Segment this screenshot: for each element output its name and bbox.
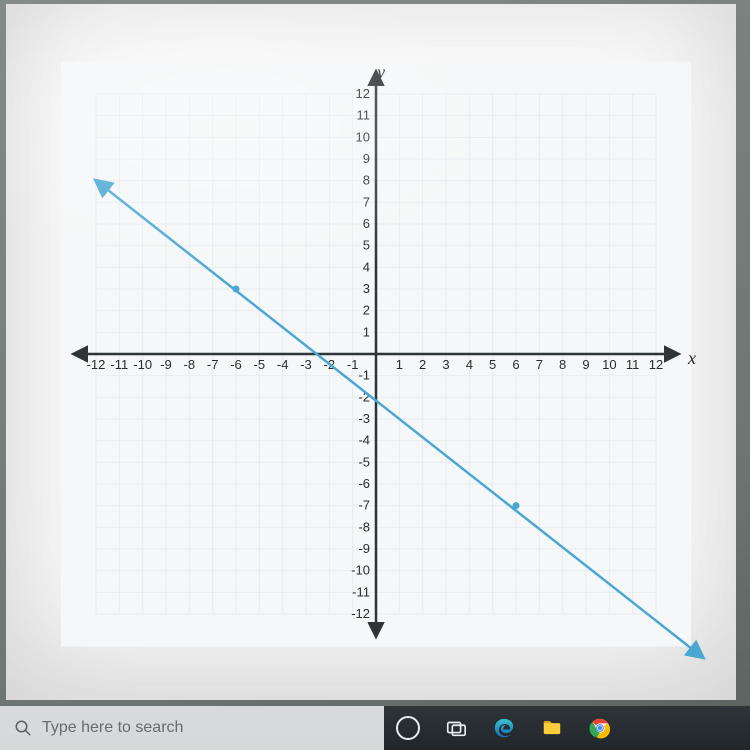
svg-text:-3: -3 [358,411,370,426]
svg-text:8: 8 [363,173,370,188]
search-placeholder-text: Type here to search [42,719,183,737]
svg-text:-9: -9 [358,541,370,556]
svg-text:7: 7 [363,194,370,209]
svg-text:-10: -10 [351,563,370,578]
svg-text:6: 6 [363,216,370,231]
monitor-frame: y x -12-11-10-9-8-7-6-5-4-3-2-1123456789… [0,0,750,750]
svg-text:10: 10 [356,129,370,144]
edge-button[interactable] [480,706,528,750]
svg-text:9: 9 [582,357,589,372]
svg-text:-7: -7 [358,498,370,513]
svg-text:-1: -1 [358,368,370,383]
file-explorer-button[interactable] [528,706,576,750]
svg-text:11: 11 [626,357,640,372]
svg-text:-12: -12 [87,357,106,372]
cortana-button[interactable] [384,706,432,750]
edge-icon [493,717,515,739]
svg-text:1: 1 [363,324,370,339]
svg-text:12: 12 [356,86,370,101]
svg-text:-4: -4 [277,357,289,372]
svg-text:-6: -6 [230,357,242,372]
task-view-button[interactable] [432,706,480,750]
svg-text:-1: -1 [347,357,359,372]
svg-text:-6: -6 [358,476,370,491]
svg-text:-4: -4 [358,433,370,448]
svg-text:11: 11 [357,108,371,123]
svg-text:7: 7 [536,357,543,372]
app-screen: y x -12-11-10-9-8-7-6-5-4-3-2-1123456789… [6,4,736,700]
svg-text:-11: -11 [110,357,128,372]
cortana-ring-icon [396,716,420,740]
svg-text:1: 1 [396,357,403,372]
svg-text:2: 2 [363,303,370,318]
folder-icon [541,717,563,739]
search-icon [14,719,32,737]
svg-text:-12: -12 [351,606,370,621]
svg-text:9: 9 [363,151,370,166]
svg-text:6: 6 [512,357,519,372]
svg-text:8: 8 [559,357,566,372]
svg-text:10: 10 [602,357,616,372]
svg-text:5: 5 [489,357,496,372]
svg-text:-5: -5 [358,454,370,469]
svg-text:2: 2 [419,357,426,372]
y-axis-label: y [377,62,385,83]
x-axis-label: x [688,348,696,369]
svg-text:-10: -10 [133,357,152,372]
taskbar-icons [384,706,624,750]
svg-text:-5: -5 [254,357,266,372]
svg-text:12: 12 [649,357,663,372]
svg-text:4: 4 [466,357,473,372]
svg-text:-9: -9 [160,357,172,372]
task-view-icon [445,717,467,739]
svg-text:5: 5 [363,238,370,253]
svg-text:4: 4 [363,259,370,274]
chart-svg: -12-11-10-9-8-7-6-5-4-3-2-11234567891011… [56,54,696,654]
svg-text:-8: -8 [358,519,370,534]
svg-text:-8: -8 [184,357,196,372]
svg-text:-11: -11 [352,584,370,599]
chrome-button[interactable] [576,706,624,750]
chrome-icon [589,717,611,739]
windows-taskbar: Type here to search [0,706,750,750]
coordinate-plane-chart: y x -12-11-10-9-8-7-6-5-4-3-2-1123456789… [56,54,696,654]
taskbar-search[interactable]: Type here to search [0,706,384,750]
svg-text:3: 3 [442,357,449,372]
svg-text:-7: -7 [207,357,219,372]
svg-text:-3: -3 [300,357,312,372]
svg-text:3: 3 [363,281,370,296]
